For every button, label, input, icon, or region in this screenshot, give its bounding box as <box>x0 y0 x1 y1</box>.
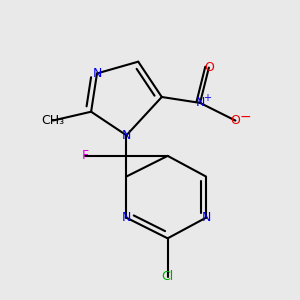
Text: N: N <box>92 67 102 80</box>
Text: Cl: Cl <box>161 270 174 283</box>
Text: N: N <box>122 129 131 142</box>
Text: CH₃: CH₃ <box>41 114 64 127</box>
Text: −: − <box>240 110 251 124</box>
Text: F: F <box>82 149 89 162</box>
Text: N: N <box>201 211 211 224</box>
Text: N: N <box>122 211 131 224</box>
Text: O: O <box>204 61 214 74</box>
Text: O: O <box>230 114 240 127</box>
Text: +: + <box>203 93 211 103</box>
Text: N: N <box>195 96 205 110</box>
